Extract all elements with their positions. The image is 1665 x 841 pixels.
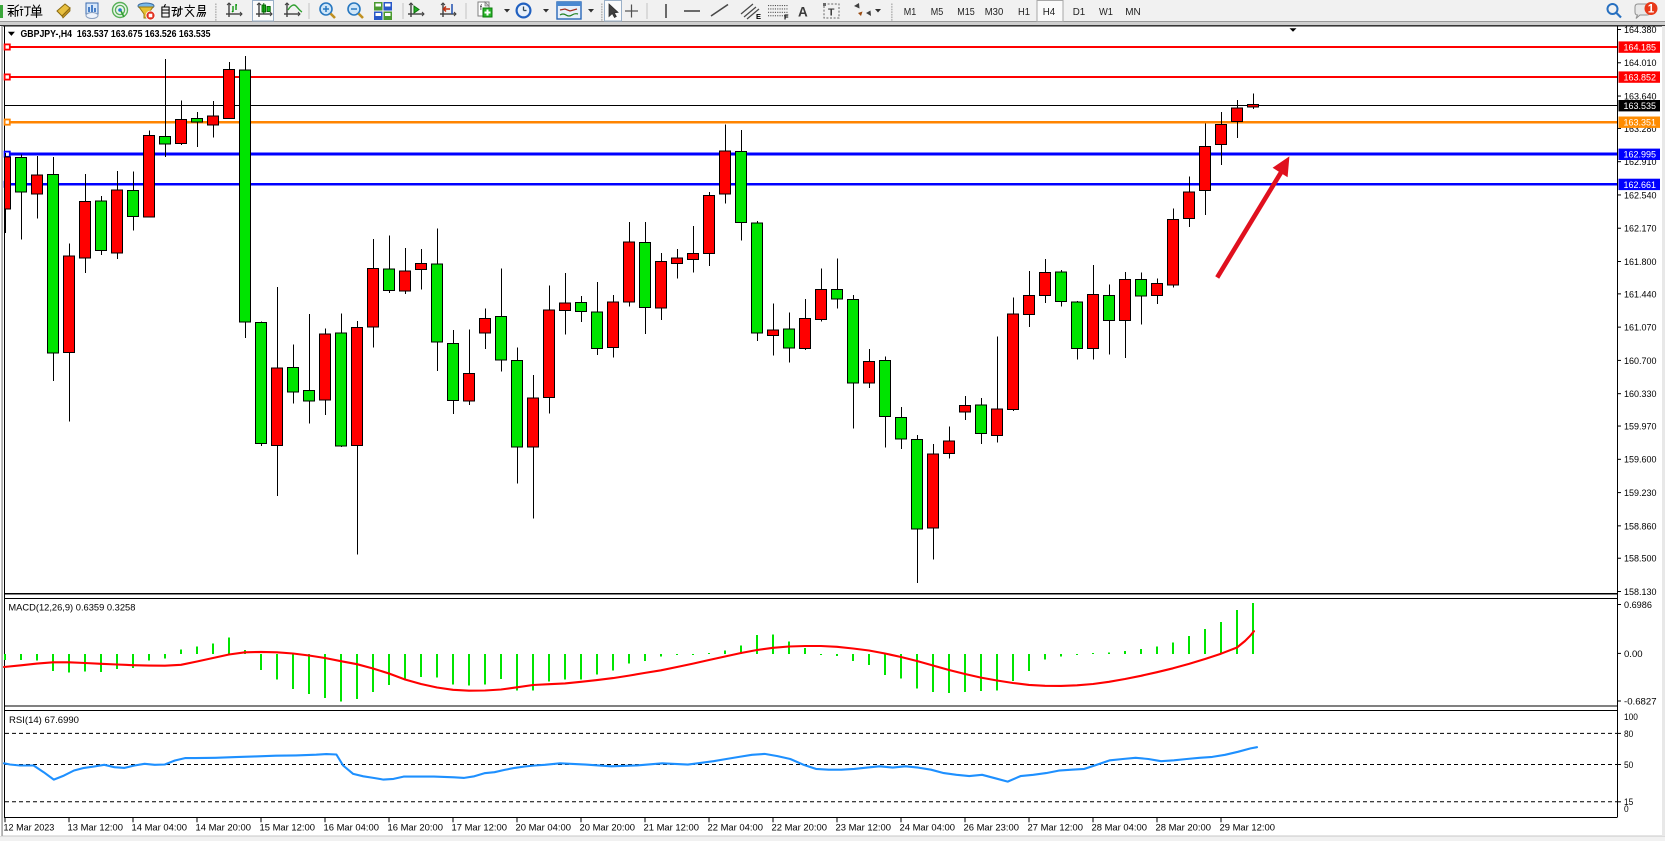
svg-text:f: f [480, 5, 482, 12]
svg-text:26 Mar 23:00: 26 Mar 23:00 [964, 822, 1019, 833]
svg-text:164.380: 164.380 [1624, 25, 1657, 36]
svg-text:0: 0 [1624, 804, 1629, 815]
svg-text:15 Mar 12:00: 15 Mar 12:00 [260, 822, 315, 833]
svg-text:GBPJPY-,H4 163.537 163.675 16: GBPJPY-,H4 163.537 163.675 163.526 163.5… [21, 29, 211, 40]
svg-text:29 Mar 12:00: 29 Mar 12:00 [1220, 822, 1275, 833]
svg-text:161.800: 161.800 [1624, 257, 1657, 268]
svg-text:0.6986: 0.6986 [1624, 600, 1652, 611]
svg-text:162.540: 162.540 [1624, 190, 1657, 201]
svg-text:15: 15 [1624, 797, 1633, 808]
svg-text:20 Mar 20:00: 20 Mar 20:00 [580, 822, 635, 833]
svg-text:F: F [784, 13, 789, 22]
svg-text:A: A [798, 5, 808, 20]
svg-text:159.600: 159.600 [1624, 455, 1657, 466]
svg-text:100: 100 [1624, 712, 1638, 723]
svg-text:14 Mar 20:00: 14 Mar 20:00 [196, 822, 251, 833]
svg-text:14 Mar 04:00: 14 Mar 04:00 [132, 822, 187, 833]
svg-text:M30: M30 [985, 6, 1004, 18]
svg-text:M5: M5 [931, 6, 944, 18]
svg-text:163.535: 163.535 [1624, 101, 1657, 112]
svg-text:24 Mar 04:00: 24 Mar 04:00 [900, 822, 955, 833]
svg-text:-0.6827: -0.6827 [1624, 696, 1657, 707]
svg-text:1: 1 [1648, 4, 1655, 16]
svg-text:162.995: 162.995 [1624, 150, 1657, 161]
svg-text:M15: M15 [957, 6, 975, 18]
svg-text:161.440: 161.440 [1624, 289, 1657, 300]
svg-text:D1: D1 [1073, 6, 1086, 18]
svg-text:MN: MN [1125, 6, 1141, 18]
svg-text:MACD(12,26,9) 0.6359 0.3258: MACD(12,26,9) 0.6359 0.3258 [8, 602, 135, 613]
svg-text:163.280: 163.280 [1624, 124, 1657, 135]
svg-text:162.910: 162.910 [1624, 157, 1657, 168]
svg-text:H4: H4 [1043, 6, 1056, 18]
svg-text:13 Mar 12:00: 13 Mar 12:00 [68, 822, 123, 833]
svg-text:50: 50 [1624, 760, 1633, 771]
svg-text:164.010: 164.010 [1624, 58, 1657, 69]
svg-text:163.351: 163.351 [1624, 118, 1657, 129]
svg-text:H1: H1 [1018, 6, 1030, 18]
svg-text:162.661: 162.661 [1624, 180, 1657, 191]
svg-text:164.185: 164.185 [1624, 43, 1657, 54]
svg-text:T: T [828, 7, 835, 19]
svg-text:158.860: 158.860 [1624, 521, 1657, 532]
svg-text:158.130: 158.130 [1624, 587, 1657, 598]
svg-text:16 Mar 20:00: 16 Mar 20:00 [388, 822, 443, 833]
svg-text:27 Mar 12:00: 27 Mar 12:00 [1028, 822, 1083, 833]
svg-text:163.852: 163.852 [1624, 73, 1657, 84]
svg-text:17 Mar 12:00: 17 Mar 12:00 [452, 822, 507, 833]
svg-text:28 Mar 20:00: 28 Mar 20:00 [1156, 822, 1211, 833]
svg-text:162.170: 162.170 [1624, 224, 1657, 235]
svg-text:159.230: 159.230 [1624, 488, 1657, 499]
svg-text:20 Mar 04:00: 20 Mar 04:00 [516, 822, 571, 833]
svg-text:RSI(14) 67.6990: RSI(14) 67.6990 [9, 715, 79, 726]
svg-text:158.500: 158.500 [1624, 554, 1657, 565]
svg-text:23 Mar 12:00: 23 Mar 12:00 [836, 822, 891, 833]
svg-text:12 Mar 2023: 12 Mar 2023 [4, 822, 55, 833]
svg-text:E: E [756, 12, 761, 21]
svg-text:M1: M1 [904, 6, 917, 18]
svg-text:0.00: 0.00 [1624, 649, 1643, 660]
svg-text:21 Mar 12:00: 21 Mar 12:00 [644, 822, 699, 833]
svg-text:22 Mar 20:00: 22 Mar 20:00 [772, 822, 827, 833]
svg-text:163.640: 163.640 [1624, 91, 1657, 102]
svg-text:16 Mar 04:00: 16 Mar 04:00 [324, 822, 379, 833]
svg-text:159.970: 159.970 [1624, 421, 1657, 432]
svg-text:160.700: 160.700 [1624, 356, 1657, 367]
svg-text:80: 80 [1624, 729, 1633, 740]
svg-text:W1: W1 [1099, 6, 1113, 18]
svg-text:160.330: 160.330 [1624, 389, 1657, 400]
svg-text:28 Mar 04:00: 28 Mar 04:00 [1092, 822, 1147, 833]
svg-text:161.070: 161.070 [1624, 323, 1657, 334]
svg-text:22 Mar 04:00: 22 Mar 04:00 [708, 822, 763, 833]
